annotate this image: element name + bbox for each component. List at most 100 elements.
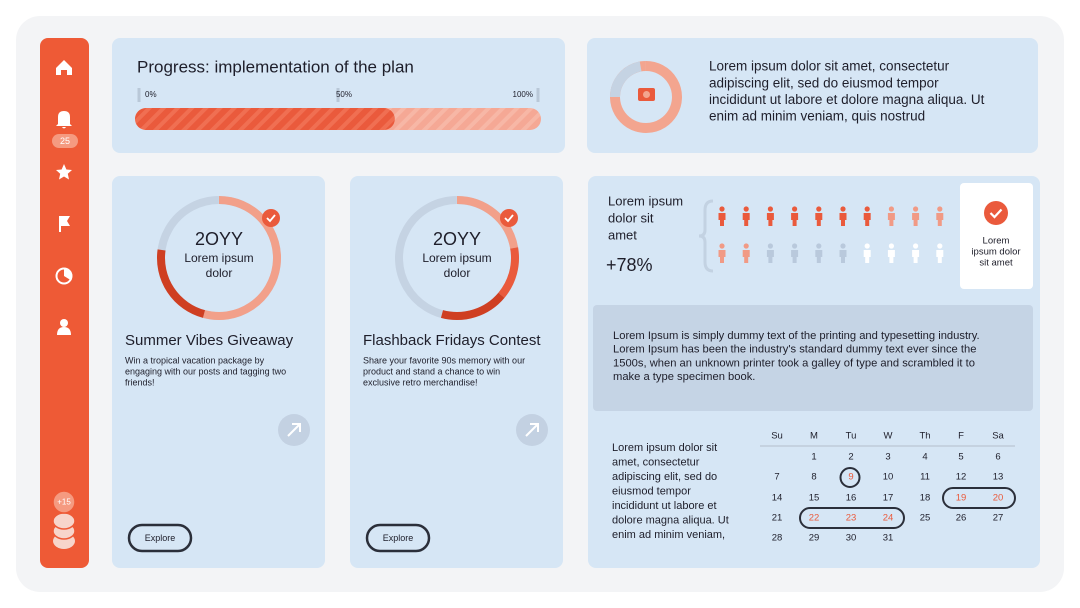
bell-icon[interactable] bbox=[56, 111, 72, 129]
date[interactable]: 8 bbox=[811, 472, 816, 483]
weekday: Su bbox=[771, 431, 783, 442]
date[interactable]: 13 bbox=[993, 472, 1004, 483]
date[interactable]: 10 bbox=[883, 472, 894, 483]
weekday: Sa bbox=[992, 431, 1004, 442]
date[interactable]: 12 bbox=[956, 472, 967, 483]
card-title: Summer Vibes Giveaway bbox=[125, 332, 294, 349]
explore-label[interactable]: Explore bbox=[383, 533, 414, 543]
person-icon-body bbox=[766, 250, 774, 263]
user-icon[interactable] bbox=[60, 319, 68, 327]
explore-button[interactable] bbox=[365, 523, 431, 553]
person-icon-body bbox=[863, 213, 871, 226]
summary-panel bbox=[587, 38, 1038, 153]
summary-text: adipiscing elit, sed do eiusmod tempor bbox=[709, 75, 939, 90]
date[interactable]: 16 bbox=[846, 493, 857, 504]
weekday: W bbox=[884, 431, 893, 442]
progress-title: Progress: implementation of the plan bbox=[137, 57, 414, 76]
flag-icon[interactable] bbox=[59, 216, 70, 232]
calendar-text: amet, consectetur bbox=[612, 456, 700, 468]
person-icon bbox=[816, 243, 822, 249]
date[interactable]: 29 bbox=[809, 533, 820, 544]
date[interactable]: 18 bbox=[920, 493, 931, 504]
chart-icon-slice bbox=[64, 268, 72, 280]
ring-segment bbox=[456, 196, 519, 249]
person-icon-body bbox=[887, 250, 895, 263]
date[interactable]: 20 bbox=[993, 493, 1004, 504]
date[interactable]: 9 bbox=[848, 472, 853, 483]
summary-text: incididunt ut labore et dolore magna ali… bbox=[709, 92, 985, 107]
date[interactable]: 22 bbox=[809, 513, 820, 524]
summary-text: enim ad minim veniam, quis nostrud bbox=[709, 109, 925, 124]
star-icon[interactable] bbox=[56, 164, 72, 180]
coin bbox=[52, 512, 76, 530]
date[interactable]: 28 bbox=[772, 533, 783, 544]
ring-text: dolor bbox=[444, 266, 471, 280]
date-highlight bbox=[839, 467, 861, 488]
tick-label: 50% bbox=[336, 90, 352, 99]
person-icon bbox=[888, 243, 895, 249]
person-icon bbox=[913, 243, 919, 249]
note-text: 1500s, when an unknown printer took a ga… bbox=[613, 357, 975, 369]
person-icon bbox=[864, 206, 870, 212]
date[interactable]: 19 bbox=[956, 493, 967, 504]
person-icon bbox=[767, 206, 774, 212]
explore-button[interactable] bbox=[127, 523, 193, 553]
badge-text: Lorem bbox=[983, 236, 1010, 247]
date[interactable]: 1 bbox=[811, 452, 816, 463]
stats-label: Lorem ipsum bbox=[608, 193, 683, 208]
date[interactable]: 5 bbox=[958, 452, 963, 463]
ring-segment bbox=[202, 196, 281, 320]
arrow bbox=[525, 423, 539, 437]
person-icon-body bbox=[936, 250, 944, 263]
card-description: product and stand a chance to win bbox=[363, 366, 500, 376]
date[interactable]: 3 bbox=[885, 452, 890, 463]
date[interactable]: 31 bbox=[883, 533, 894, 544]
home-icon[interactable] bbox=[56, 60, 72, 75]
calendar-text: incididunt ut labore et bbox=[612, 500, 717, 512]
date[interactable]: 7 bbox=[774, 472, 779, 483]
stats-label: amet bbox=[608, 227, 637, 242]
date[interactable]: 21 bbox=[772, 513, 783, 524]
calendar-text: enim ad minim veniam, bbox=[612, 529, 725, 541]
explore-label[interactable]: Explore bbox=[145, 533, 176, 543]
note-text: make a type specimen book. bbox=[613, 371, 755, 383]
person-icon-body bbox=[791, 213, 799, 226]
person-icon-body bbox=[936, 213, 944, 226]
date[interactable]: 23 bbox=[846, 513, 857, 524]
weekday: Th bbox=[919, 431, 930, 442]
person-icon bbox=[913, 206, 919, 212]
check bbox=[989, 208, 1003, 219]
user-icon-body bbox=[57, 327, 71, 335]
date[interactable]: 30 bbox=[846, 533, 857, 544]
person-icon bbox=[840, 243, 846, 249]
calendar-text: adipiscing elit, sed do bbox=[612, 471, 717, 483]
date-highlight bbox=[799, 507, 905, 529]
date[interactable]: 17 bbox=[883, 493, 894, 504]
date[interactable]: 4 bbox=[922, 452, 927, 463]
weekday: Tu bbox=[846, 431, 857, 442]
date[interactable]: 2 bbox=[848, 452, 853, 463]
badge-card bbox=[960, 183, 1033, 289]
ring-segment bbox=[440, 292, 505, 320]
date[interactable]: 11 bbox=[920, 472, 930, 483]
person-icon bbox=[719, 243, 725, 249]
camera-lens bbox=[643, 91, 650, 98]
tick-label: 100% bbox=[513, 90, 533, 99]
arrow bbox=[287, 423, 301, 437]
person-icon-body bbox=[718, 250, 726, 263]
progress-fill bbox=[135, 108, 395, 130]
date[interactable]: 26 bbox=[956, 513, 967, 524]
date[interactable]: 27 bbox=[993, 513, 1004, 524]
person-icon bbox=[719, 206, 725, 212]
date[interactable]: 6 bbox=[995, 452, 1000, 463]
date[interactable]: 25 bbox=[920, 513, 931, 524]
ring-year: 2OYY bbox=[195, 229, 243, 249]
date[interactable]: 14 bbox=[772, 493, 783, 504]
date[interactable]: 24 bbox=[883, 513, 894, 524]
date[interactable]: 15 bbox=[809, 493, 820, 504]
calendar-text: eiusmod tempor bbox=[612, 485, 691, 497]
person-icon bbox=[743, 243, 749, 249]
note-text: Lorem Ipsum is simply dummy text of the … bbox=[613, 330, 980, 342]
ring-text: dolor bbox=[206, 266, 233, 280]
